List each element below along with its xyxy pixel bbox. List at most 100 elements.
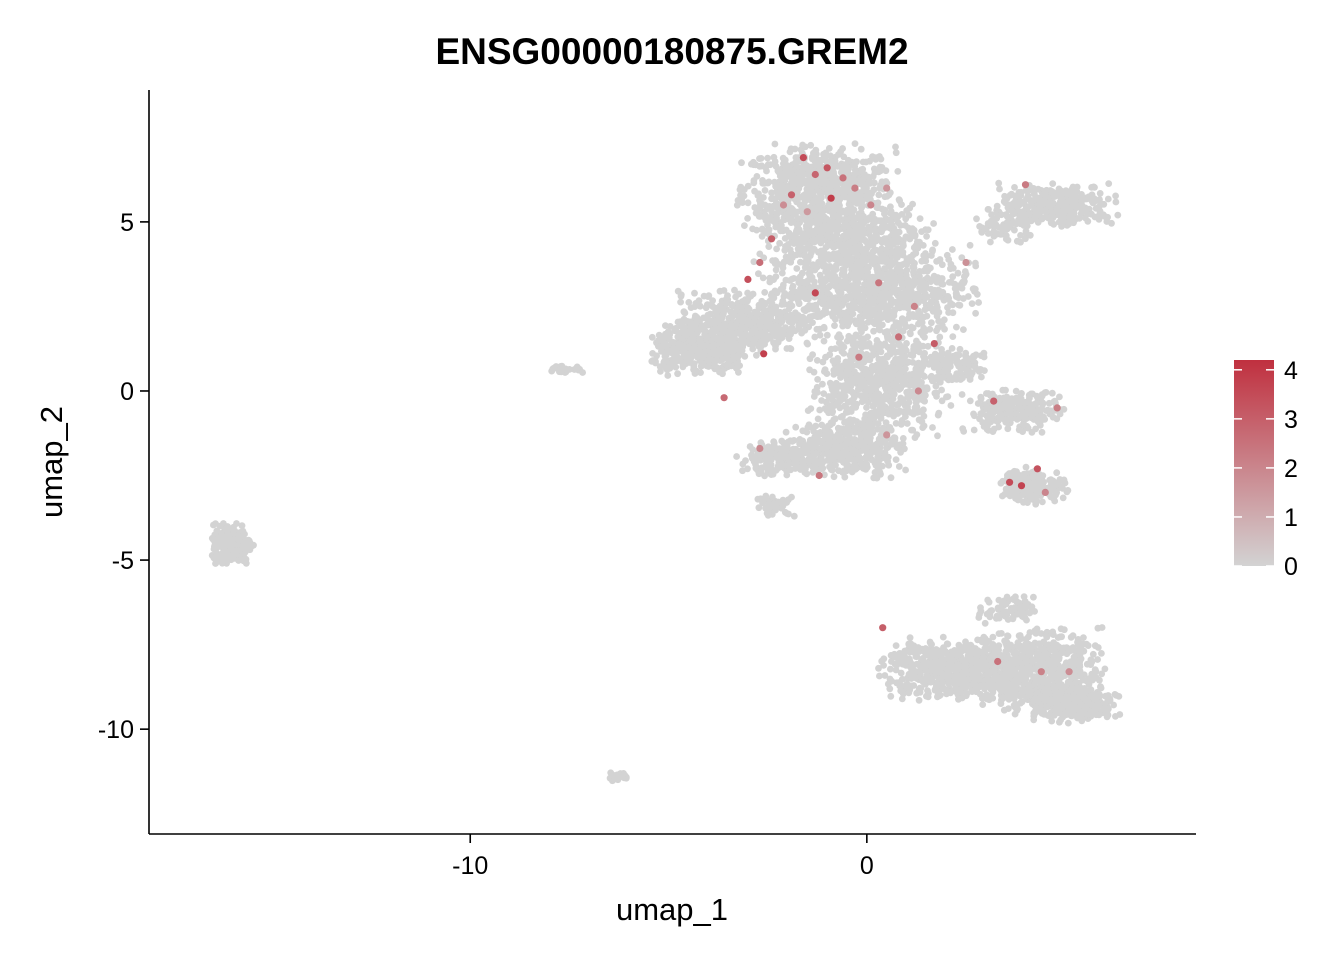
cell-point [854, 372, 862, 379]
cell-point [828, 383, 836, 391]
cell-point [801, 326, 809, 334]
cell-point [903, 266, 911, 274]
cell-point [812, 146, 820, 154]
cell-point [878, 370, 886, 378]
cell-point [773, 180, 780, 188]
cell-point [1088, 184, 1095, 191]
cell-point [809, 463, 817, 471]
cell-point [1002, 235, 1010, 243]
cell-point [866, 226, 874, 234]
cell-point [744, 289, 751, 297]
cell-point [890, 342, 897, 350]
cell-point [906, 371, 914, 378]
cell-point [955, 294, 963, 301]
cell-point [985, 426, 992, 434]
cell-point [860, 249, 867, 257]
cell-point [831, 157, 839, 165]
cell-point [945, 309, 952, 316]
cell-point [764, 154, 771, 162]
cell-point [809, 245, 817, 253]
cell-point [648, 357, 656, 365]
cell-point [861, 229, 868, 237]
cell-point [832, 401, 840, 409]
cell-point [806, 164, 814, 172]
cell-point [816, 196, 823, 203]
cell-point [853, 449, 861, 456]
cell-point [816, 406, 824, 414]
cell-point [1081, 214, 1089, 222]
cell-point [975, 299, 982, 306]
cell-point [700, 292, 708, 300]
cell-point [744, 317, 752, 325]
cell-point [683, 355, 691, 363]
cell-point [749, 446, 757, 454]
cell-point [829, 208, 837, 216]
cell-point [1034, 209, 1041, 216]
cell-point [786, 148, 794, 156]
cell-point [1016, 404, 1024, 412]
cell-point [881, 193, 889, 201]
cell-point [846, 365, 854, 373]
cell-point [800, 160, 808, 168]
cell-point [881, 258, 889, 265]
cell-point [685, 299, 693, 306]
cell-point [820, 390, 828, 397]
cell-point [859, 197, 866, 205]
cell-point [750, 258, 758, 266]
cell-point [958, 391, 966, 398]
cell-point [793, 455, 800, 463]
cell-point [1096, 190, 1104, 197]
cell-point [777, 334, 785, 341]
cell-point [848, 211, 856, 218]
cell-point [895, 320, 902, 327]
cell-point [756, 452, 764, 460]
cell-point [934, 324, 942, 332]
cell-point [909, 200, 916, 208]
cell-point [765, 243, 773, 251]
points-background-layer [208, 140, 1124, 785]
cell-point [814, 376, 821, 383]
cell-point [987, 238, 994, 246]
cell-point [807, 141, 815, 149]
cell-point [828, 310, 836, 318]
cell-point [908, 426, 915, 434]
cell-point [794, 214, 801, 222]
cell-point [1032, 425, 1039, 433]
cell-point [689, 335, 697, 343]
cell-point [803, 470, 811, 478]
cell-point [924, 342, 932, 350]
cell-point [840, 248, 847, 256]
cell-point [958, 254, 966, 261]
cell-point [851, 158, 859, 166]
cell-point [819, 380, 826, 388]
cell-point [958, 280, 965, 288]
cell-point [839, 395, 846, 403]
cell-point [680, 327, 687, 335]
cell-point [782, 226, 790, 234]
cell-point [899, 240, 907, 248]
cell-point [756, 204, 764, 212]
cell-point [902, 298, 910, 306]
cell-point [949, 246, 956, 253]
cell-point [881, 265, 888, 272]
cell-point [696, 335, 704, 343]
cell-point [866, 294, 874, 302]
cell-point [817, 465, 825, 473]
cell-point [790, 178, 798, 186]
cell-point [796, 273, 804, 281]
cell-point [841, 473, 849, 481]
cell-point [778, 437, 786, 445]
cell-point [849, 282, 857, 290]
cell-point [931, 239, 939, 247]
cell-point [704, 301, 711, 309]
cell-point [938, 261, 946, 269]
cell-point [777, 191, 784, 199]
cell-point [772, 342, 779, 350]
cell-point [833, 222, 841, 230]
cell-point [892, 149, 900, 157]
cell-point [934, 432, 941, 440]
cell-point [837, 289, 845, 296]
cell-point [697, 342, 705, 350]
cell-point [762, 328, 769, 336]
